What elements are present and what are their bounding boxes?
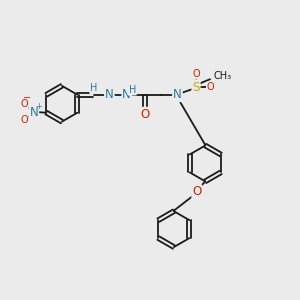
Text: S: S <box>192 81 200 94</box>
Text: O: O <box>207 82 214 92</box>
Text: H: H <box>129 85 136 95</box>
Text: N: N <box>173 88 182 101</box>
Text: CH₃: CH₃ <box>214 71 232 81</box>
Text: O: O <box>140 108 149 121</box>
Text: O: O <box>192 69 200 79</box>
Text: O: O <box>20 116 28 125</box>
Text: O: O <box>20 99 28 109</box>
Text: +: + <box>35 102 42 111</box>
Text: N: N <box>29 106 38 118</box>
Text: N: N <box>105 88 114 101</box>
Text: −: − <box>23 93 31 103</box>
Text: H: H <box>90 83 98 93</box>
Text: O: O <box>192 185 202 198</box>
Text: N: N <box>122 88 131 101</box>
